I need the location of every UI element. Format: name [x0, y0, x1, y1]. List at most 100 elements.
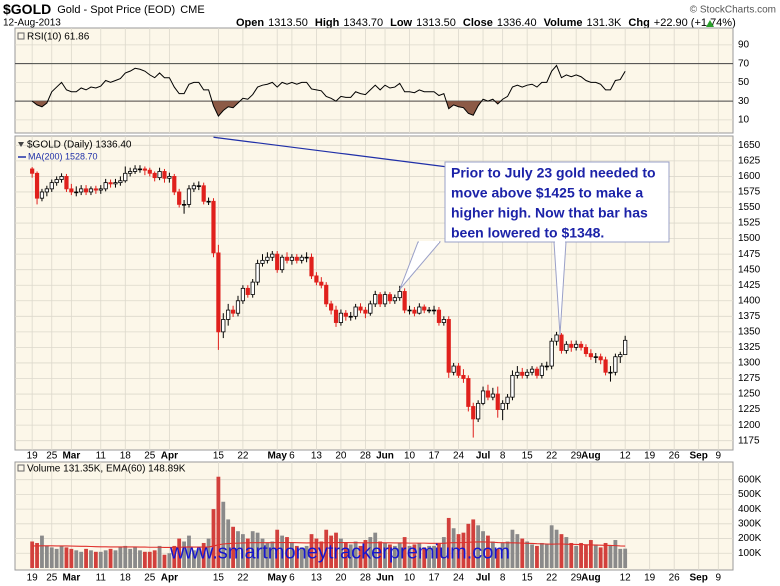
y-tick-label: 200K [738, 533, 762, 544]
candle-body [505, 396, 510, 404]
volume-bar [417, 542, 422, 568]
y-tick-label: 90 [738, 40, 750, 51]
candle-body [490, 393, 495, 398]
volume-bar [123, 545, 128, 568]
candle-body [578, 343, 584, 348]
panel-plot [15, 136, 733, 450]
volume-bar [588, 540, 593, 568]
y-tick-label: 1300 [738, 358, 761, 369]
volume-bar [294, 545, 299, 568]
quote-value: 1313.50 [416, 17, 456, 29]
rsi-panel [14, 27, 734, 134]
rsi-line [31, 64, 626, 118]
legend-icon [18, 142, 24, 147]
candle-body [500, 402, 505, 410]
candle-body [186, 188, 192, 205]
annotation-text: been lowered to $1348. [451, 225, 604, 241]
candle-body [181, 203, 187, 206]
volume-bar [476, 525, 481, 568]
volume-bar [309, 534, 314, 568]
x-tick-label: 28 [360, 451, 372, 462]
quote-value: 131.3K [587, 17, 623, 29]
volume-bar [172, 545, 177, 568]
candle-body [525, 371, 530, 376]
candle-body [431, 309, 437, 312]
volume-bar [574, 545, 579, 568]
candle-body [196, 185, 201, 187]
candle-body [412, 309, 417, 314]
x-tick-label: 25 [46, 573, 58, 584]
volume-bar [275, 529, 280, 568]
x-tick-label: 11 [96, 573, 107, 584]
volume-bar [559, 534, 564, 568]
candle-body [34, 172, 40, 199]
volume-bar [201, 542, 206, 568]
volume-bar [402, 537, 407, 568]
y-tick-label: 30 [738, 96, 750, 107]
volume-bar [608, 545, 613, 568]
x-tick-label: 28 [360, 573, 372, 584]
volume-bar [147, 551, 152, 568]
candle-body [88, 188, 94, 193]
candle-body [314, 275, 319, 283]
candle-body [613, 356, 618, 373]
volume-bar [456, 534, 461, 568]
volume-bar [167, 553, 172, 568]
y-tick-label: 1400 [738, 295, 761, 306]
candle-body [466, 378, 471, 407]
volume-bar [564, 537, 569, 568]
volume-bar [191, 550, 196, 568]
candle-body [108, 182, 113, 185]
volume-bar [157, 545, 162, 568]
x-tick-label: Aug [581, 573, 600, 584]
candle-body [226, 309, 231, 320]
candle-body [402, 291, 407, 311]
candle-body [54, 179, 59, 184]
candle-body [250, 281, 255, 295]
volume-bar [432, 545, 436, 568]
y-tick-label: 1225 [738, 404, 761, 415]
candle-body [98, 188, 103, 191]
volume-bar [525, 541, 530, 568]
candle-body [461, 374, 466, 379]
candle-body [569, 343, 574, 348]
candle-body [235, 300, 241, 314]
candle-body [378, 294, 383, 305]
y-tick-label: 1425 [738, 280, 761, 291]
x-tick-label: 8 [500, 573, 506, 584]
candle-body [299, 256, 304, 261]
volume-bar [593, 544, 598, 568]
candle-body [79, 188, 84, 193]
x-tick-label: 22 [546, 573, 558, 584]
candle-body [422, 306, 427, 311]
candle-body [289, 256, 295, 261]
volume-bar [500, 542, 505, 568]
candle-body [353, 306, 358, 317]
annotation-text: Prior to July 23 gold needed to [451, 165, 656, 181]
candle-body [265, 256, 270, 261]
x-tick-label: Jun [376, 573, 394, 584]
candle-body [177, 191, 182, 205]
volume-bar [89, 550, 93, 568]
candle-body [284, 256, 290, 261]
volume-bar [348, 544, 353, 568]
candle-body [476, 402, 481, 420]
x-tick-label: 26 [669, 573, 681, 584]
volume-bar [422, 547, 427, 568]
volume-bar [290, 542, 294, 568]
candle-body [329, 303, 334, 311]
y-tick-label: 1525 [738, 218, 761, 229]
volume-bar [334, 532, 338, 568]
y-tick-label: 1625 [738, 156, 761, 167]
x-tick-label: 10 [404, 451, 416, 462]
x-tick-label: 10 [404, 573, 416, 584]
volume-bar [530, 544, 534, 568]
candle-body [363, 309, 368, 314]
y-tick-label: 600K [738, 474, 762, 485]
x-tick-label: 19 [27, 573, 39, 584]
volume-bar [236, 531, 240, 568]
candle-body [480, 390, 486, 404]
quote-value: 1336.40 [497, 17, 537, 29]
volume-bar [69, 548, 74, 568]
candle-body [230, 309, 236, 314]
